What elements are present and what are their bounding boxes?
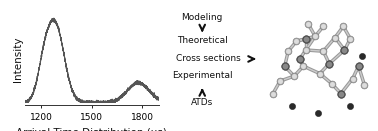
- Text: Cross sections: Cross sections: [175, 54, 240, 63]
- Text: Theoretical: Theoretical: [177, 36, 228, 45]
- Text: Experimental: Experimental: [172, 72, 232, 80]
- Y-axis label: Intensity: Intensity: [13, 36, 23, 82]
- Text: Modeling: Modeling: [181, 13, 223, 21]
- X-axis label: Arrival Time Distribution (μs): Arrival Time Distribution (μs): [16, 128, 167, 131]
- Text: ATDs: ATDs: [191, 98, 213, 107]
